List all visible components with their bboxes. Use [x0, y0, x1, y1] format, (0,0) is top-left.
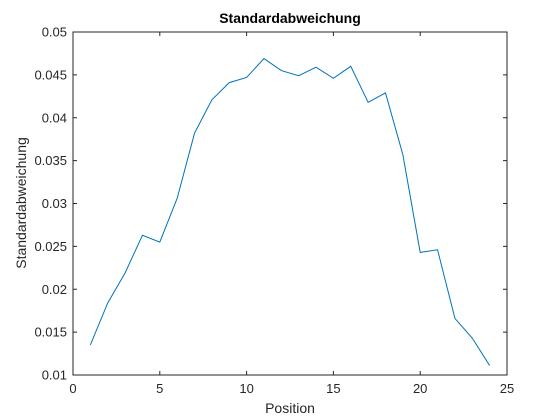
- y-axis-label: Standardabweichung: [13, 137, 29, 269]
- y-tick-label: 0.045: [34, 67, 67, 82]
- y-tick-label: 0.015: [34, 325, 67, 340]
- y-tick-label: 0.05: [42, 25, 67, 40]
- x-tick-label: 0: [69, 381, 76, 396]
- x-axis-label: Position: [265, 400, 315, 416]
- x-tick-label: 10: [239, 381, 253, 396]
- x-tick-label: 15: [326, 381, 340, 396]
- y-tick-label: 0.01: [42, 368, 67, 383]
- y-tick-label: 0.04: [42, 110, 67, 125]
- y-tick-label: 0.02: [42, 282, 67, 297]
- chart-title: Standardabweichung: [219, 10, 361, 26]
- y-tick-label: 0.025: [34, 239, 67, 254]
- x-tick-label: 25: [500, 381, 514, 396]
- y-tick-label: 0.03: [42, 196, 67, 211]
- plot-area: [72, 31, 508, 376]
- x-axis: 0 5 10 15 20 25: [69, 32, 514, 396]
- series-line: [89, 57, 491, 366]
- y-tick-label: 0.035: [34, 153, 67, 168]
- x-tick-label: 5: [156, 381, 163, 396]
- x-tick-label: 20: [413, 381, 427, 396]
- y-axis: 0.01 0.015 0.02 0.025 0.03 0.035 0.04 0.045 0.05: [34, 25, 507, 383]
